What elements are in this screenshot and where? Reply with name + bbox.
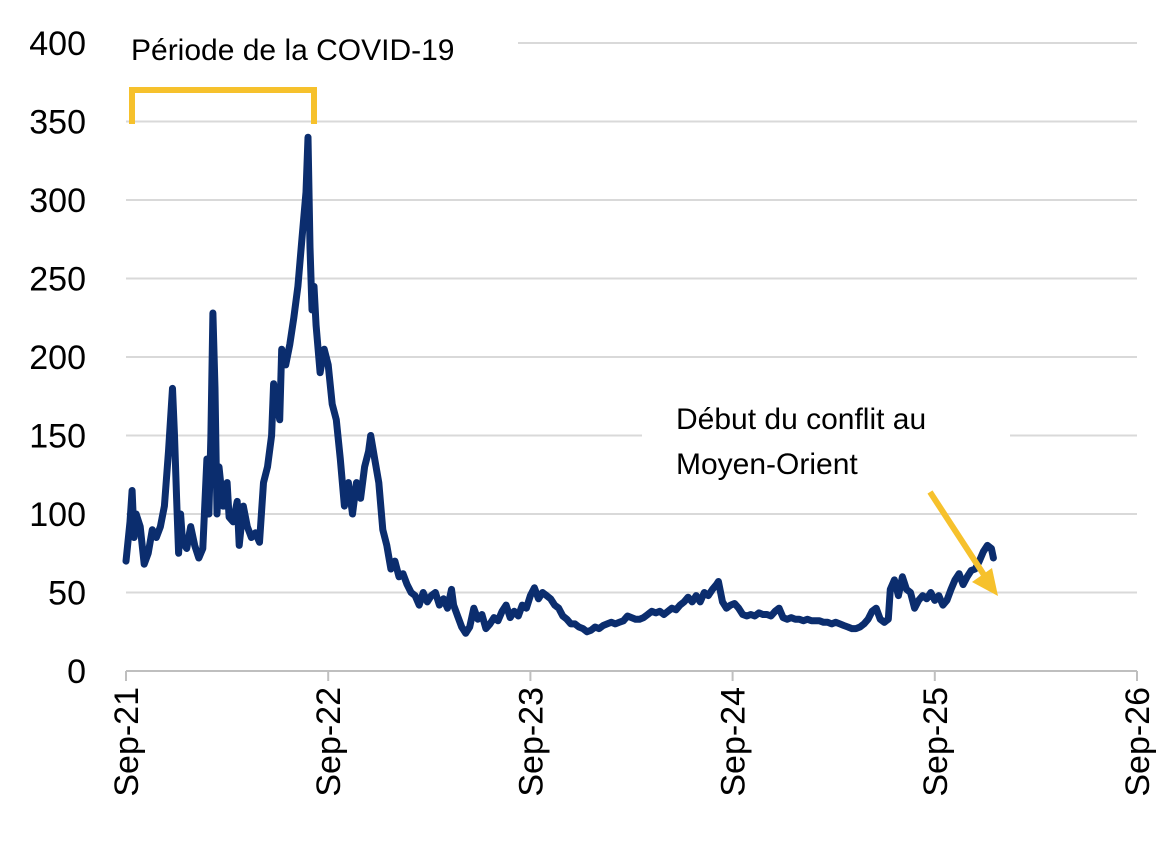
x-tick-label: Sep-26	[1119, 687, 1156, 797]
series-line	[122, 133, 997, 637]
y-axis-tick-labels: 0 50 100 150 200 250 300 350 400	[29, 25, 86, 691]
x-tick-label: Sep-24	[715, 687, 753, 797]
conflict-arrow-shaft	[927, 490, 989, 580]
y-tick-label: 50	[48, 575, 86, 613]
y-tick-label: 200	[29, 339, 86, 377]
conflict-arrow-head	[972, 568, 998, 596]
y-tick-label: 100	[29, 496, 86, 534]
y-tick-label: 0	[67, 653, 86, 691]
y-tick-label: 250	[29, 261, 86, 299]
x-tick-label: Sep-25	[917, 687, 955, 797]
covid-period-bracket	[129, 87, 317, 124]
y-tick-label: 300	[29, 182, 86, 220]
y-tick-label: 400	[29, 25, 86, 63]
y-tick-label: 150	[29, 418, 86, 456]
x-tick-label: Sep-22	[310, 687, 348, 797]
y-tick-label: 350	[29, 104, 86, 142]
covid-period-label: Période de la COVID-19	[131, 34, 455, 67]
x-axis-tick-labels: Sep-21 Sep-22 Sep-23 Sep-24 Sep-25 Sep-26	[108, 671, 1156, 797]
x-tick-label: Sep-23	[512, 687, 550, 797]
conflict-label-background	[642, 392, 1010, 492]
covid-label-background	[118, 26, 518, 72]
gridlines	[126, 42, 1137, 594]
conflict-label-line2: Moyen-Orient	[676, 448, 858, 481]
x-tick-label: Sep-21	[108, 687, 146, 797]
conflict-label-line1: Début du conflit au	[676, 403, 926, 436]
